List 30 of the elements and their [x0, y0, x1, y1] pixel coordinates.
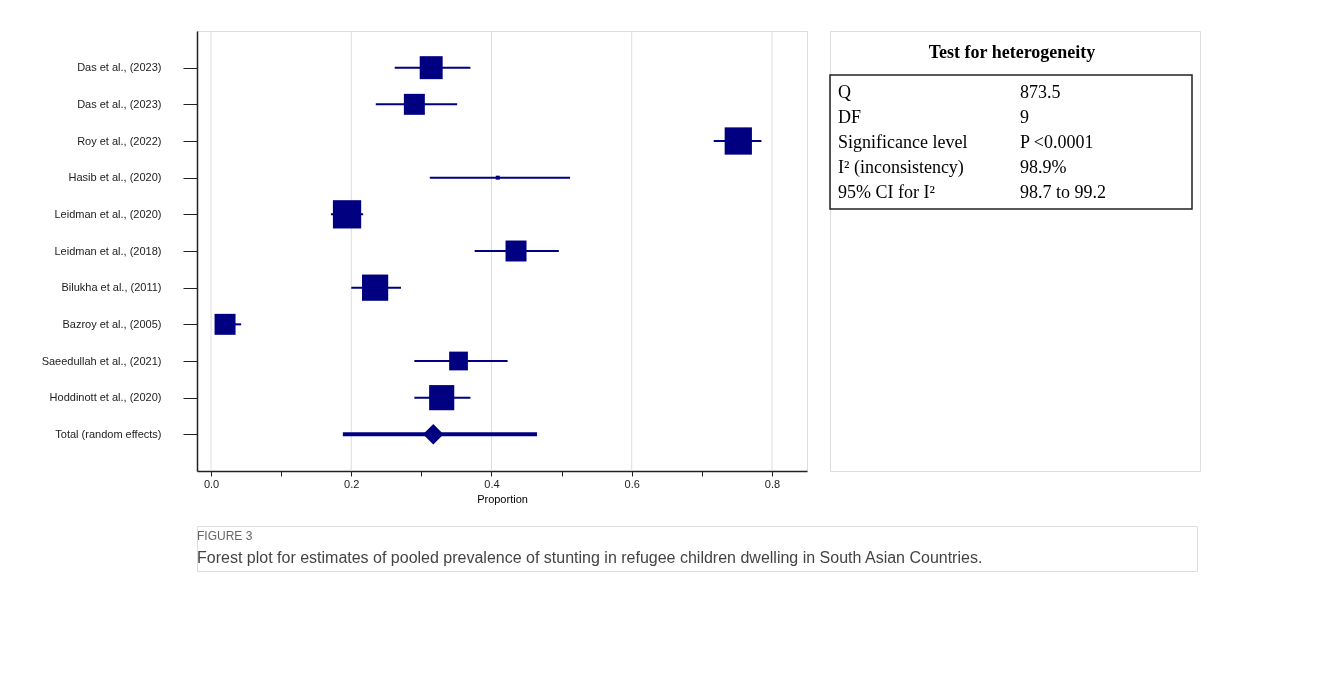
text: P <0.0001 [1020, 132, 1094, 152]
y-tick-label: Roy et al., (2022) [77, 134, 162, 147]
y-tick-label: Das et al., (2023) [77, 97, 162, 110]
y-tick-label: Das et al., (2023) [77, 61, 162, 74]
y-tick-label: Hoddinott et al., (2020) [49, 391, 162, 404]
y-tick-label: Leidman et al., (2018) [54, 244, 162, 257]
text: I² (inconsistency) [838, 157, 964, 178]
y-tick-label: Hasib et al., (2020) [68, 171, 162, 184]
text: Q [838, 82, 851, 102]
text: Significance level [838, 132, 968, 152]
x-tick-label: 0.6 [624, 477, 640, 490]
x-tick-label: 0.8 [764, 477, 781, 490]
x-tick-label: 0.2 [344, 477, 360, 490]
y-tick-label: Saeedullah et al., (2021) [41, 354, 162, 367]
y-tick-label: Total (random effects) [55, 427, 162, 440]
text: 95% CI for I² [838, 182, 935, 202]
text: DF [838, 107, 862, 127]
text: 98.7 to 99.2 [1020, 182, 1107, 202]
text: Forest plot for estimates of pooled prevalence of stunting in refugee children dwelling in South Asian Countries. [197, 549, 983, 566]
x-tick-label: 0.0 [203, 477, 220, 490]
text: Test for heterogeneity [928, 42, 1096, 62]
caption: FIGURE 3 [197, 529, 253, 543]
text: 9 [1020, 107, 1029, 127]
y-tick-label: Leidman et al., (2020) [54, 207, 162, 220]
text: 873.5 [1020, 82, 1061, 102]
text: 98.9% [1020, 157, 1067, 177]
x-tick-label: 0.4 [484, 477, 500, 490]
y-tick-label: Bazroy et al., (2005) [62, 317, 162, 330]
x-axis-title: Proportion [477, 492, 528, 505]
y-tick-label: Bilukha et al., (2011) [61, 281, 162, 294]
